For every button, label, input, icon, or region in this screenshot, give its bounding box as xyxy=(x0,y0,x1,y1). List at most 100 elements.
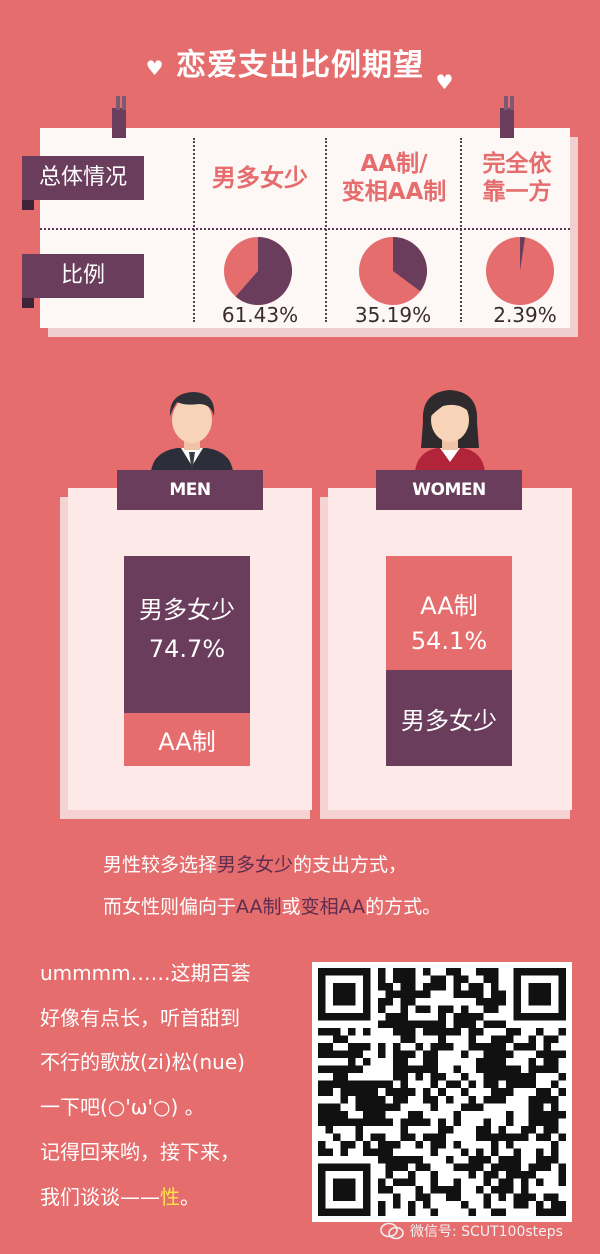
qr-module xyxy=(408,1050,416,1059)
qr-module xyxy=(490,1020,499,1029)
qr-module xyxy=(468,990,476,999)
qr-module xyxy=(400,1118,409,1126)
qr-module xyxy=(453,1080,461,1089)
qr-module xyxy=(460,1020,469,1029)
qr-code[interactable] xyxy=(312,962,572,1222)
qr-module xyxy=(513,1163,521,1171)
qr-module xyxy=(550,1208,559,1216)
qr-module xyxy=(483,1065,491,1074)
qr-module xyxy=(348,1058,356,1066)
qr-module xyxy=(520,1080,529,1089)
qr-module xyxy=(483,975,491,984)
qr-module xyxy=(535,1155,544,1164)
qr-module xyxy=(415,1065,424,1074)
qr-module xyxy=(408,1028,416,1036)
qr-module xyxy=(400,983,409,991)
qr-code-icon xyxy=(318,968,566,1216)
qr-module xyxy=(325,1050,334,1059)
qr-module xyxy=(483,1133,491,1141)
qr-module xyxy=(438,1020,446,1029)
qr-module xyxy=(483,1125,491,1134)
qr-module xyxy=(333,1110,341,1119)
qr-module xyxy=(528,1043,536,1051)
qr-module xyxy=(378,1178,386,1186)
qr-module xyxy=(408,1020,416,1029)
qr-module xyxy=(393,1193,401,1201)
qr-module xyxy=(340,1148,349,1156)
qr-module xyxy=(498,1125,506,1134)
row-label-overall: 总体情况 xyxy=(22,156,144,200)
qr-module xyxy=(318,1110,326,1119)
qr-module xyxy=(558,1208,566,1216)
qr-module xyxy=(498,1163,506,1171)
qr-module xyxy=(505,1118,514,1126)
qr-module xyxy=(475,968,484,976)
qr-module xyxy=(430,1065,439,1074)
qr-module xyxy=(355,1080,364,1089)
note-text: 。 xyxy=(180,1185,200,1209)
qr-module xyxy=(408,1208,416,1216)
qr-module xyxy=(543,1118,551,1126)
qr-module xyxy=(505,1170,514,1179)
qr-module xyxy=(325,1080,334,1089)
qr-module xyxy=(528,1110,536,1119)
qr-module xyxy=(370,1133,379,1141)
note-line: 记得回来哟，接下来， xyxy=(40,1140,240,1164)
qr-module xyxy=(370,1103,379,1111)
qr-module xyxy=(505,1088,514,1096)
qr-module xyxy=(475,1058,484,1066)
qr-module xyxy=(453,990,461,999)
qr-module xyxy=(475,1133,484,1141)
qr-module xyxy=(460,975,469,984)
qr-module xyxy=(468,1170,476,1179)
qr-module xyxy=(318,1080,326,1089)
qr-module xyxy=(400,1125,409,1134)
qr-module xyxy=(438,1043,446,1051)
qr-module xyxy=(385,1103,394,1111)
qr-module xyxy=(385,1155,394,1164)
qr-module xyxy=(498,1208,506,1216)
qr-module xyxy=(528,1058,536,1066)
qr-module xyxy=(498,1095,506,1104)
percent-label: 35.19% xyxy=(354,303,432,327)
qr-module xyxy=(333,1035,341,1044)
qr-module xyxy=(400,975,409,984)
qr-module xyxy=(513,1073,521,1081)
caption-highlight: 变相AA xyxy=(300,896,366,918)
qr-module xyxy=(430,1058,439,1066)
qr-module xyxy=(393,1058,401,1066)
qr-module xyxy=(438,1028,446,1036)
qr-module xyxy=(333,1133,341,1141)
qr-module xyxy=(543,1050,551,1059)
qr-module xyxy=(483,1200,491,1209)
qr-module xyxy=(550,1058,559,1066)
qr-module xyxy=(490,998,499,1006)
qr-module xyxy=(543,1095,551,1104)
qr-module xyxy=(438,1073,446,1081)
qr-module xyxy=(385,1163,394,1171)
qr-module xyxy=(378,1080,386,1089)
qr-module xyxy=(318,1050,326,1059)
qr-module xyxy=(543,1043,551,1051)
qr-module xyxy=(400,1080,409,1089)
qr-module xyxy=(475,1155,484,1164)
qr-module xyxy=(475,1013,484,1021)
qr-module xyxy=(483,1193,491,1201)
qr-module xyxy=(498,1020,506,1029)
qr-module xyxy=(415,1118,424,1126)
caption-line-2: 而女性则偏向于AA制或变相AA的方式。 xyxy=(103,889,583,925)
title-text: 恋爱支出比例期望 xyxy=(176,48,424,83)
qr-module xyxy=(505,1080,514,1089)
qr-module xyxy=(550,1035,559,1044)
qr-module xyxy=(318,1140,326,1149)
qr-module xyxy=(483,1170,491,1179)
women-label: WOMEN xyxy=(376,470,522,510)
qr-module xyxy=(453,1013,461,1021)
qr-module xyxy=(453,1110,461,1119)
qr-module xyxy=(423,1050,431,1059)
qr-module xyxy=(468,1043,476,1051)
qr-module xyxy=(550,1193,559,1201)
qr-module xyxy=(535,1095,544,1104)
qr-module xyxy=(438,1005,446,1014)
men-bar-top-segment: 男多女少 74.7% xyxy=(124,556,250,713)
